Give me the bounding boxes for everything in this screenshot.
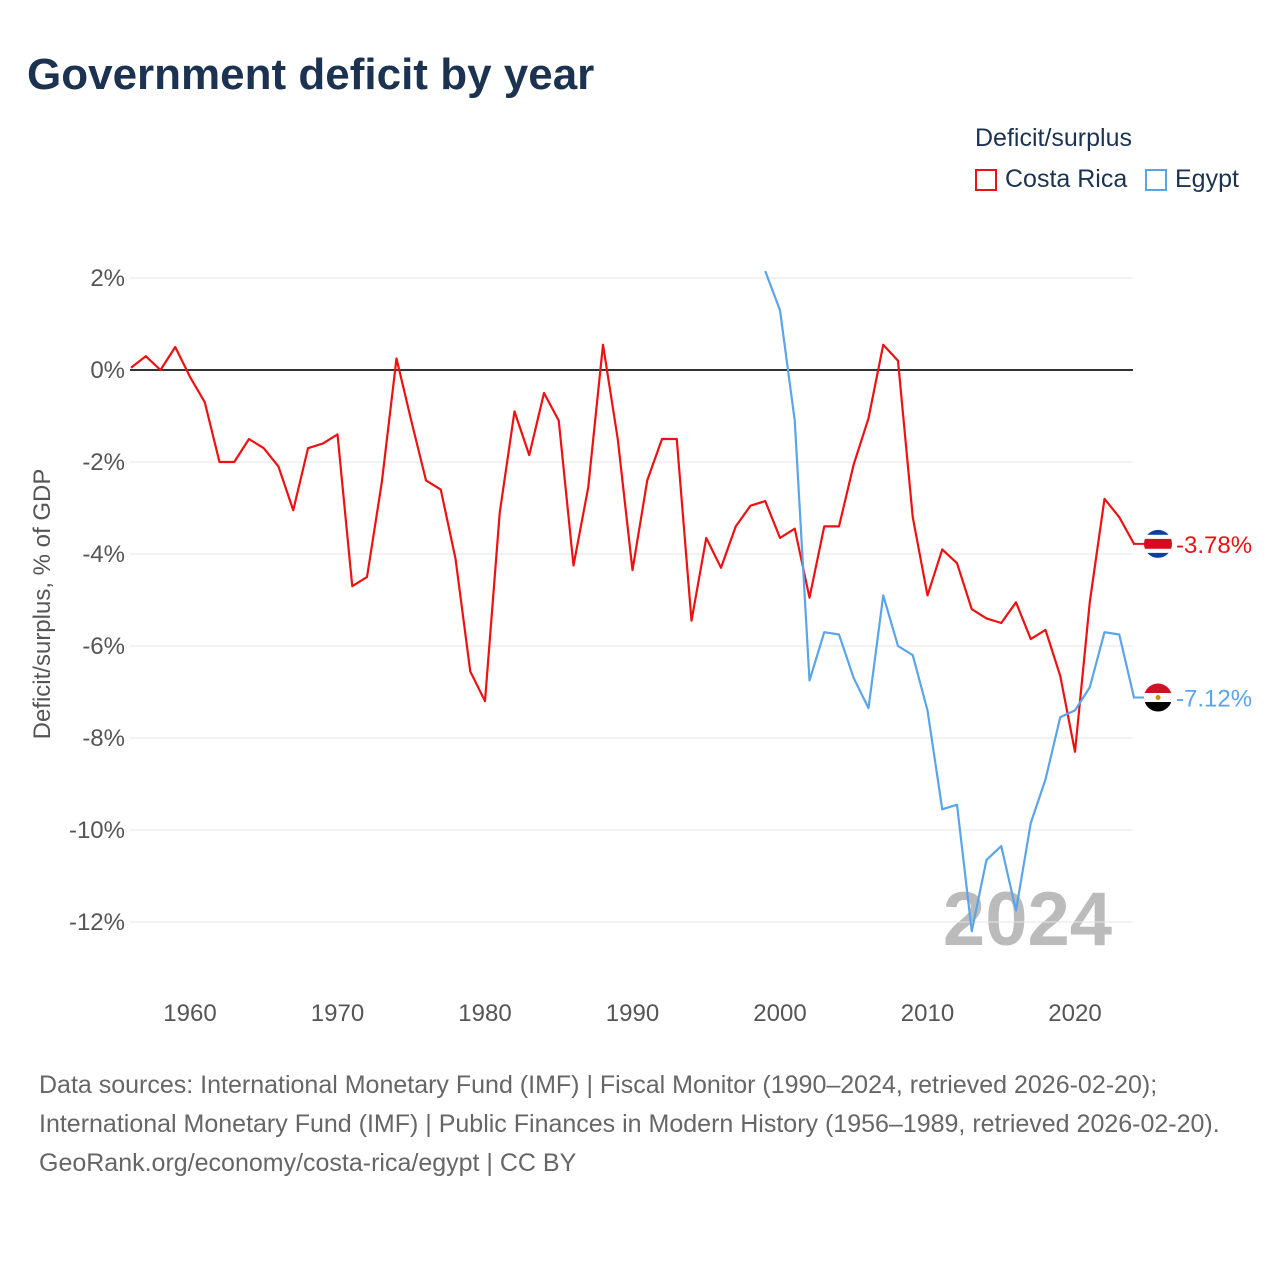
- flag-stripe: [1144, 529, 1172, 535]
- end-value-label: -3.78%: [1176, 532, 1252, 559]
- y-tick-label: 2%: [90, 265, 125, 292]
- x-tick-label: 1960: [163, 1000, 216, 1027]
- legend-swatch-egypt: [1145, 168, 1167, 191]
- egypt-flag-icon: [1144, 683, 1172, 712]
- legend-label: Egypt: [1175, 165, 1239, 193]
- x-tick-label: 2000: [753, 1000, 806, 1027]
- x-tick-label: 2020: [1048, 1000, 1101, 1027]
- series-line-costa-rica: [130, 343, 1135, 753]
- x-tick-label: 1980: [458, 1000, 511, 1027]
- flag-stripes: [1144, 683, 1172, 712]
- y-tick-label: -4%: [82, 541, 125, 568]
- year-watermark: 2024: [943, 877, 1112, 962]
- legend-title: Deficit/surplus: [975, 124, 1132, 152]
- y-tick-label: -8%: [82, 725, 125, 752]
- x-tick-label: 2010: [901, 1000, 954, 1027]
- data-sources: Data sources: International Monetary Fun…: [39, 1066, 1239, 1183]
- plot-area: Deficit/surplus, % of GDP 2024 2% 0% -2% -4…: [29, 265, 1252, 1027]
- y-tick-label: -12%: [69, 909, 125, 936]
- attribution-link[interactable]: GeoRank.org/economy/costa-rica/egypt | C…: [39, 1149, 577, 1177]
- end-value-label: -7.12%: [1176, 686, 1252, 713]
- series-line-egypt: [764, 270, 1136, 933]
- x-tick-label: 1990: [606, 1000, 659, 1027]
- y-tick-label: 0%: [90, 357, 125, 384]
- flag-stripe: [1144, 534, 1172, 539]
- y-tick-label: -2%: [82, 449, 125, 476]
- sources-text: Data sources: International Monetary Fun…: [39, 1071, 1220, 1138]
- legend-item-egypt[interactable]: Egypt: [1145, 165, 1239, 194]
- flag-emblem: [1155, 695, 1161, 701]
- flag-stripe: [1144, 548, 1172, 553]
- y-tick-label: -6%: [82, 633, 125, 660]
- flag-stripe: [1144, 683, 1172, 694]
- flag-stripe: [1144, 552, 1172, 558]
- costa-rica-flag-icon: [1144, 529, 1172, 558]
- legend-item-costa-rica[interactable]: Costa Rica: [975, 165, 1127, 194]
- y-axis-label: Deficit/surplus, % of GDP: [29, 469, 56, 740]
- flag-stripe: [1144, 702, 1172, 712]
- flag-stripes: [1144, 529, 1172, 558]
- y-tick-label: -10%: [69, 817, 125, 844]
- flag-stripe: [1144, 538, 1172, 549]
- legend-swatch-costa-rica: [975, 168, 997, 191]
- legend-label: Costa Rica: [1005, 165, 1128, 193]
- x-tick-label: 1970: [311, 1000, 364, 1027]
- chart-title: Government deficit by year: [27, 50, 595, 99]
